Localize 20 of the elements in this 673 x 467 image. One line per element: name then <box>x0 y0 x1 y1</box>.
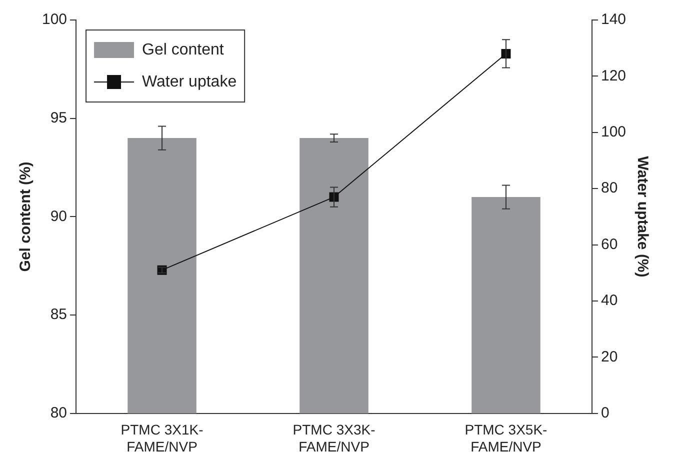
y2-axis-title: Water uptake (%) <box>634 156 651 278</box>
x-tick-label: PTMC 3X5K-FAME/NVP <box>464 422 548 454</box>
y2-tick-label: 20 <box>600 348 618 366</box>
y2-tick-label: 60 <box>600 236 618 253</box>
y-tick-label: 95 <box>50 109 68 126</box>
y-tick-label: 85 <box>50 306 68 324</box>
y2-tick-label: 80 <box>600 180 618 197</box>
x-tick-label: PTMC 3X1K-FAME/NVP <box>120 422 204 454</box>
y-tick-label: 90 <box>50 208 68 225</box>
legend-label: Gel content <box>142 41 224 58</box>
y2-tick-label: 40 <box>600 292 618 310</box>
y-tick-label: 80 <box>50 404 68 422</box>
x-tick-label: PTMC 3X3K-FAME/NVP <box>292 422 376 454</box>
y2-tick-label: 0 <box>600 404 610 422</box>
y-axis-title: Gel content (%) <box>17 162 34 272</box>
y2-tick-label: 100 <box>600 124 626 141</box>
y2-tick-label: 140 <box>600 11 626 28</box>
y-tick-label: 100 <box>42 11 68 28</box>
y2-tick-label: 120 <box>600 67 626 84</box>
legend-label: Water uptake <box>142 73 237 90</box>
